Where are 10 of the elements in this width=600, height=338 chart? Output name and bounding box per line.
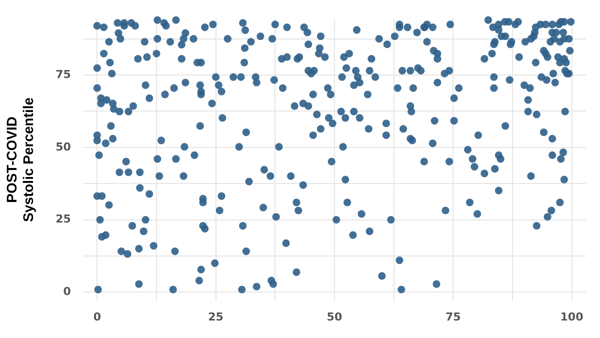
x-tick-label: 25 [208, 310, 224, 324]
y-tick-label: 75 [56, 68, 71, 81]
y-tick-label: 25 [56, 212, 71, 226]
y-tick-label: 0 [63, 284, 72, 298]
y-axis-title: POST-COVID Systolic Percentile [3, 97, 36, 222]
x-tick-label: 75 [445, 310, 461, 324]
x-tick-label: 0 [93, 310, 102, 324]
x-tick-label: 50 [326, 310, 342, 324]
y-tick-label: 50 [56, 140, 72, 154]
x-tick-label: 100 [560, 310, 584, 324]
